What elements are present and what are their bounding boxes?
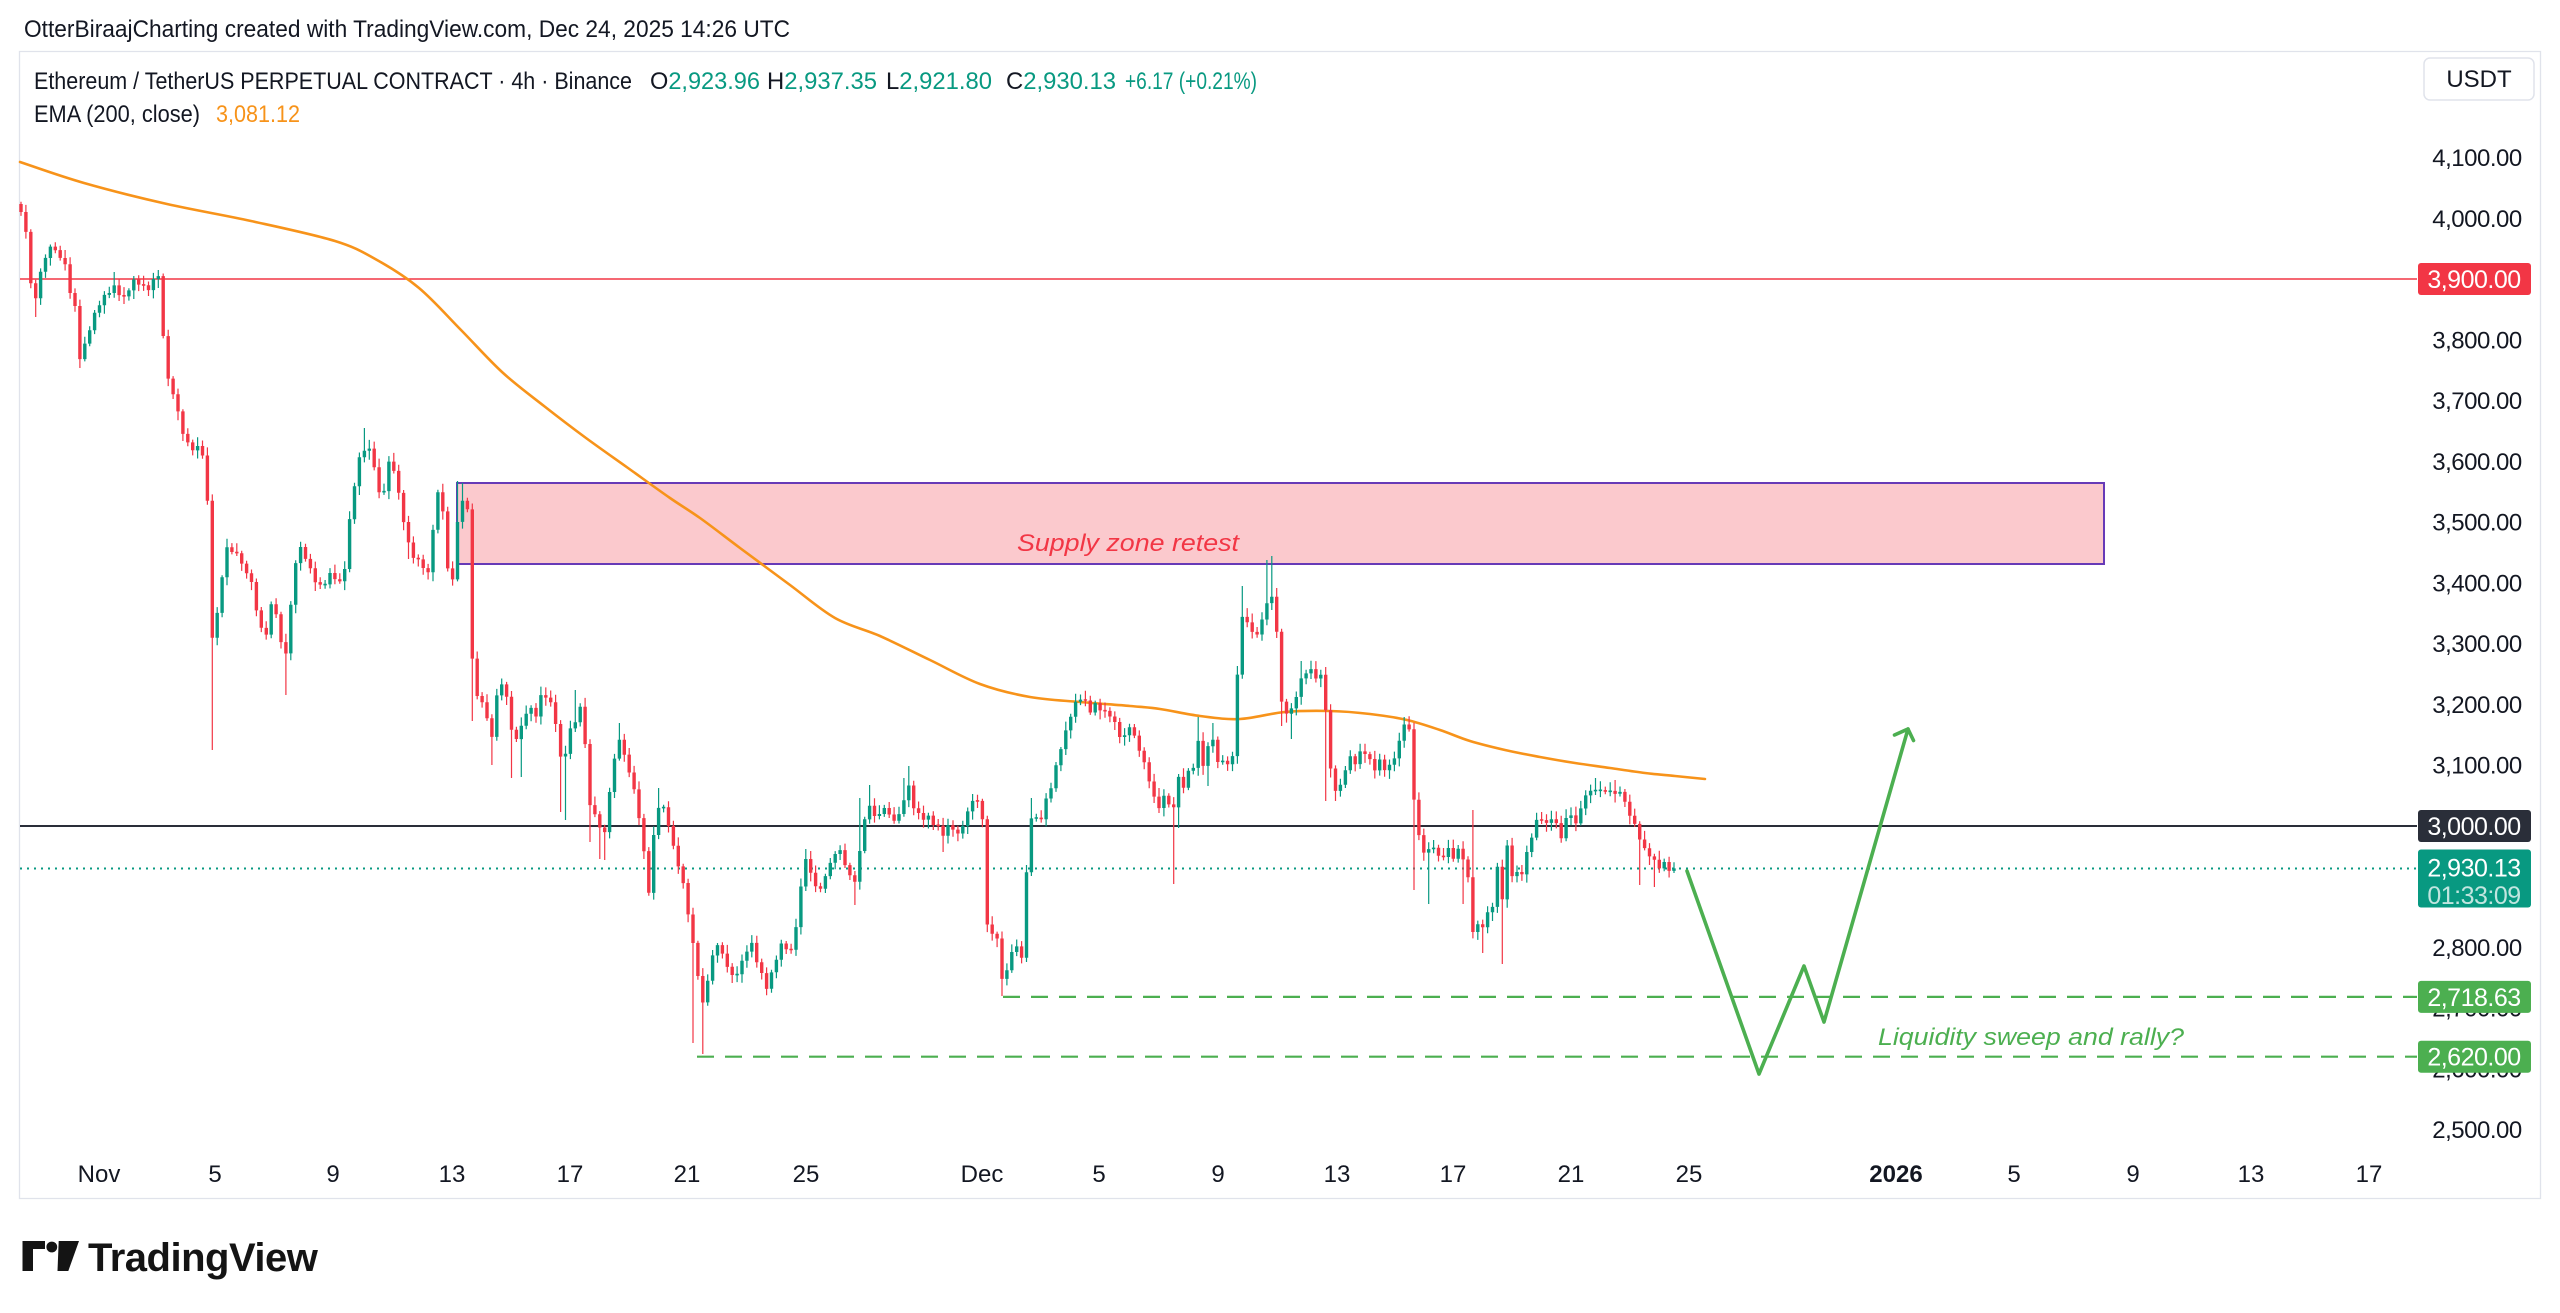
svg-text:Supply zone retest: Supply zone retest <box>1017 530 1240 557</box>
svg-text:2026: 2026 <box>1869 1161 1922 1188</box>
svg-text:9: 9 <box>326 1161 339 1188</box>
svg-text:3,300.00: 3,300.00 <box>2432 631 2522 658</box>
svg-text:2,500.00: 2,500.00 <box>2432 1117 2522 1144</box>
svg-text:C2,930.13: C2,930.13 <box>1006 68 1116 95</box>
svg-text:4,000.00: 4,000.00 <box>2432 206 2522 233</box>
svg-text:USDT: USDT <box>2446 66 2512 93</box>
svg-text:TradingView: TradingView <box>88 1236 319 1280</box>
svg-text:3,200.00: 3,200.00 <box>2432 692 2522 719</box>
svg-text:17: 17 <box>2356 1161 2383 1188</box>
svg-text:25: 25 <box>1676 1161 1703 1188</box>
svg-text:3,700.00: 3,700.00 <box>2432 388 2522 415</box>
svg-text:13: 13 <box>2238 1161 2265 1188</box>
svg-text:OtterBiraajCharting created wi: OtterBiraajCharting created with Trading… <box>24 16 790 43</box>
svg-text:5: 5 <box>2007 1161 2020 1188</box>
svg-text:3,100.00: 3,100.00 <box>2432 753 2522 780</box>
svg-text:3,600.00: 3,600.00 <box>2432 449 2522 476</box>
svg-text:EMA (200, close): EMA (200, close) <box>34 101 200 128</box>
svg-text:3,400.00: 3,400.00 <box>2432 570 2522 597</box>
svg-text:9: 9 <box>2126 1161 2139 1188</box>
svg-text:3,081.12: 3,081.12 <box>216 101 300 128</box>
svg-text:13: 13 <box>439 1161 466 1188</box>
svg-text:4,100.00: 4,100.00 <box>2432 145 2522 172</box>
svg-text:H2,937.35: H2,937.35 <box>767 68 877 95</box>
svg-text:17: 17 <box>1440 1161 1467 1188</box>
svg-text:9: 9 <box>1211 1161 1224 1188</box>
svg-text:Liquidity sweep and rally?: Liquidity sweep and rally? <box>1878 1024 2185 1051</box>
svg-text:21: 21 <box>674 1161 701 1188</box>
svg-text:+6.17 (+0.21%): +6.17 (+0.21%) <box>1125 68 1257 95</box>
svg-text:5: 5 <box>1092 1161 1105 1188</box>
svg-text:O2,923.96: O2,923.96 <box>650 68 760 95</box>
svg-text:3,000.00: 3,000.00 <box>2427 813 2520 841</box>
svg-text:2,620.00: 2,620.00 <box>2427 1044 2520 1072</box>
svg-text:2,718.63: 2,718.63 <box>2427 984 2520 1012</box>
svg-text:3,500.00: 3,500.00 <box>2432 510 2522 537</box>
svg-text:L2,921.80: L2,921.80 <box>886 68 992 95</box>
svg-text:25: 25 <box>793 1161 820 1188</box>
svg-text:01:33:09: 01:33:09 <box>2427 882 2520 910</box>
svg-text:21: 21 <box>1558 1161 1585 1188</box>
svg-text:17: 17 <box>557 1161 584 1188</box>
svg-text:5: 5 <box>208 1161 221 1188</box>
svg-text:13: 13 <box>1324 1161 1351 1188</box>
svg-text:2,930.13: 2,930.13 <box>2427 855 2520 883</box>
svg-text:3,900.00: 3,900.00 <box>2427 266 2520 294</box>
svg-text:Nov: Nov <box>78 1161 121 1188</box>
svg-text:2,800.00: 2,800.00 <box>2432 935 2522 962</box>
svg-text:3,800.00: 3,800.00 <box>2432 327 2522 354</box>
svg-text:Dec: Dec <box>961 1161 1004 1188</box>
svg-text:Ethereum / TetherUS PERPETUAL: Ethereum / TetherUS PERPETUAL CONTRACT ·… <box>34 68 632 95</box>
